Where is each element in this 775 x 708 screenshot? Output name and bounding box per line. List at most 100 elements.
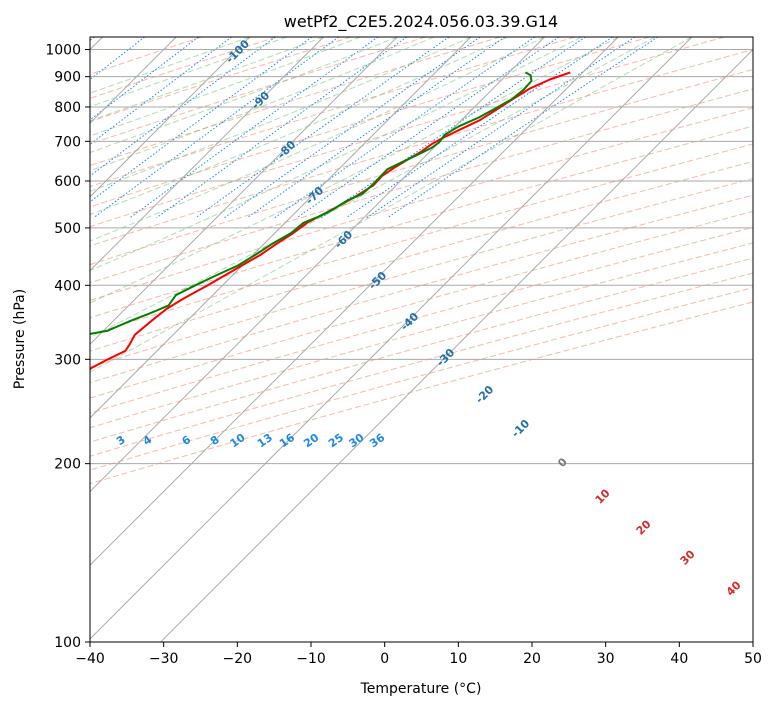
mixing-ratio-label: 30 [347, 431, 367, 451]
dry-adiabat-190 [90, 287, 753, 471]
reference-line-labels: -100-90-80-70-60-50-40-30-20-100.10.20.4… [19, 37, 744, 599]
dry-adiabat-110 [90, 160, 753, 352]
y-tick-label: 800 [54, 100, 81, 116]
mixing-ratio-line-3 [129, 37, 379, 219]
x-tick-label: −30 [149, 651, 179, 667]
dry-adiabat-150 [90, 226, 753, 414]
moist-adiabat--15 [90, 37, 287, 108]
y-axis-label: Pressure (hPa) [12, 289, 28, 389]
mixing-ratio-label: 20 [301, 431, 321, 451]
isotherm-label: -20 [473, 383, 496, 406]
dry-adiabat-label: 20 [634, 517, 654, 537]
isotherm--10 [90, 37, 324, 272]
dry-adiabats [90, 37, 753, 485]
y-tick-label: 400 [54, 278, 81, 294]
dry-adiabat--20 [90, 37, 277, 99]
dry-adiabat-0 [90, 37, 426, 145]
plot-frame [89, 36, 754, 643]
dry-adiabat-label: 30 [678, 547, 698, 567]
mixing-ratio-line-30 [366, 37, 636, 219]
y-tick-label: 600 [54, 174, 81, 190]
moist-adiabat--5 [90, 37, 361, 137]
moist-adiabat--20 [90, 37, 251, 94]
moist-adiabat-5 [90, 37, 435, 172]
dry-adiabat-80 [90, 107, 753, 301]
x-axis-ticks: −40 −30 −20 −10 0 10 20 30 40 50 [75, 642, 762, 667]
mixing-ratio-label: 13 [255, 431, 275, 450]
mixing-ratio-label: 1.5 [48, 430, 71, 452]
dry-adiabat-50 [90, 49, 753, 247]
isotherm-50 [160, 48, 753, 642]
mixing-ratio-line-8 [224, 37, 481, 219]
mixing-ratio-line-36 [387, 37, 658, 219]
dry-adiabat-100 [90, 143, 753, 336]
mixing-ratio-line-2 [93, 37, 339, 219]
isotherm-label: -40 [398, 310, 421, 333]
y-tick-label: 100 [54, 635, 81, 651]
dry-adiabat-10 [90, 37, 501, 167]
dry-adiabat-60 [90, 68, 753, 266]
dry-adiabat-130 [90, 194, 753, 384]
temperature-profile [90, 71, 571, 371]
mixing-ratio-line-20 [320, 37, 586, 219]
dry-adiabat-30 [90, 37, 650, 208]
mixing-ratio-label: 36 [367, 431, 387, 451]
dry-adiabat-label: 10 [593, 486, 613, 506]
y-tick-label: 1000 [45, 43, 81, 59]
y-tick-label: 900 [54, 70, 81, 86]
dry-adiabat-label: 0 [555, 455, 570, 470]
moist-adiabat-15 [90, 37, 508, 216]
pressure-gridlines [90, 49, 753, 642]
dry-adiabat-120 [90, 177, 753, 368]
mixing-ratio-line-13 [274, 37, 535, 219]
x-tick-label: −40 [75, 651, 105, 667]
isotherm-label: -90 [249, 89, 272, 112]
x-tick-label: 50 [744, 651, 762, 667]
dry-adiabat-70 [90, 88, 753, 284]
moist-adiabats [90, 37, 693, 373]
mixing-ratio-label: 4 [141, 433, 155, 448]
moist-adiabat-20 [90, 37, 545, 242]
isotherm-label: -60 [332, 228, 355, 251]
x-tick-label: 10 [449, 651, 467, 667]
x-tick-label: 30 [597, 651, 615, 667]
plot-area: -100-90-80-70-60-50-40-30-20-100.10.20.4… [19, 37, 753, 642]
y-tick-label: 300 [54, 352, 81, 368]
dry-adiabat-170 [90, 257, 753, 443]
dry-adiabat-label: 40 [724, 578, 744, 598]
isotherm--20 [90, 37, 251, 198]
dry-adiabat-140 [90, 210, 753, 399]
y-axis-ticks: 100 200 300 400 500 600 700 800 900 1000 [45, 43, 90, 651]
moist-adiabat-40 [90, 37, 693, 373]
mixing-ratio-line-0.1 [90, 37, 95, 42]
isotherm-label: -30 [434, 346, 457, 369]
mixing-ratio-line-1 [90, 37, 276, 177]
skewed-isotherms [90, 37, 753, 642]
x-tick-label: 20 [523, 651, 541, 667]
moist-adiabat-30 [90, 37, 619, 304]
dry-adiabat-160 [90, 242, 753, 429]
moist-adiabat--10 [90, 37, 324, 122]
isotherm-label: -50 [366, 269, 389, 292]
dry-adiabat-40 [90, 37, 725, 228]
mixing-ratio-label: 25 [326, 431, 346, 450]
isotherm-label: -70 [303, 184, 326, 207]
dry-adiabat-180 [90, 272, 753, 457]
dry-adiabat-90 [90, 125, 753, 319]
mixing-ratio-line-25 [345, 37, 613, 219]
y-tick-label: 200 [54, 457, 81, 473]
x-tick-label: −10 [296, 651, 326, 667]
mixing-ratio-line-0.6 [90, 37, 232, 145]
x-tick-label: 40 [670, 651, 688, 667]
mixing-ratio-label: 1 [19, 433, 33, 448]
moist-adiabat-35 [90, 37, 656, 338]
mixing-ratio-line-1.5 [90, 37, 313, 203]
y-tick-label: 700 [54, 134, 81, 150]
mixing-ratio-label: 10 [228, 431, 248, 451]
x-axis-label: Temperature (°C) [360, 681, 482, 697]
moist-adiabat-25 [90, 37, 582, 272]
chart-title: wetPf2_C2E5.2024.056.03.39.G14 [284, 12, 558, 32]
isotherm-label: -10 [509, 417, 532, 440]
x-tick-label: −20 [223, 651, 253, 667]
